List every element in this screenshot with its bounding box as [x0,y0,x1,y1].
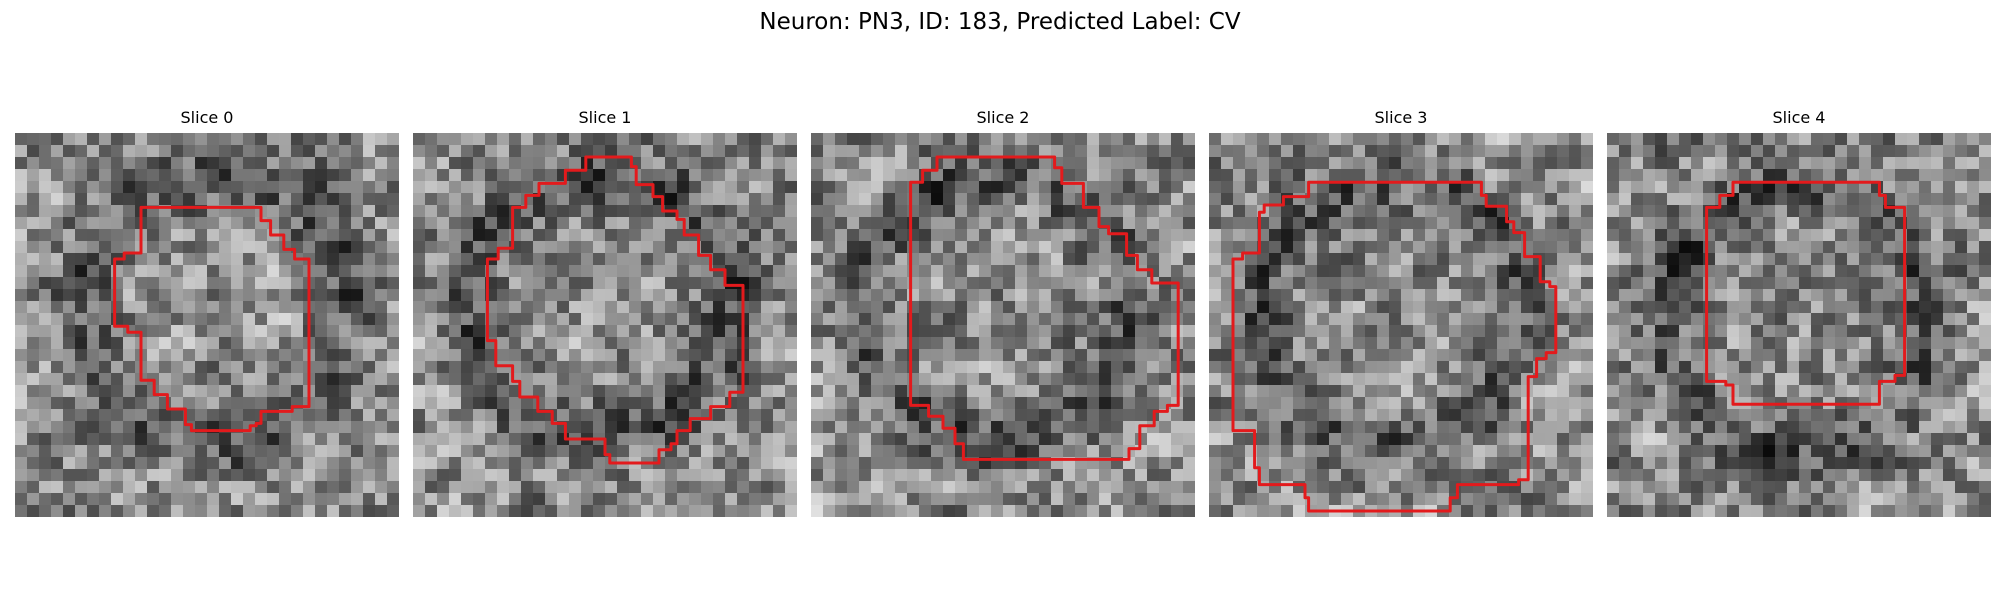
slice-panel-0: Slice 0 [15,108,399,517]
segmentation-contour [113,205,311,433]
segmentation-contour [1231,180,1558,513]
slice-image [413,133,797,517]
slice-title: Slice 2 [976,108,1030,127]
slice-title: Slice 3 [1374,108,1428,127]
slice-title: Slice 0 [180,108,234,127]
slice-title: Slice 4 [1772,108,1826,127]
slice-panel-1: Slice 1 [413,108,797,517]
segmentation-contour [1705,180,1907,406]
slice-image [811,133,1195,517]
slice-image [1209,133,1593,517]
slice-panel-4: Slice 4 [1607,108,1991,517]
slice-image [1607,133,1991,517]
slice-panel-3: Slice 3 [1209,108,1593,517]
slice-image [15,133,399,517]
segmentation-contour [909,155,1180,461]
figure-title: Neuron: PN3, ID: 183, Predicted Label: C… [759,9,1241,35]
slice-panel-2: Slice 2 [811,108,1195,517]
segmentation-contour [485,155,745,465]
slice-title: Slice 1 [578,108,632,127]
